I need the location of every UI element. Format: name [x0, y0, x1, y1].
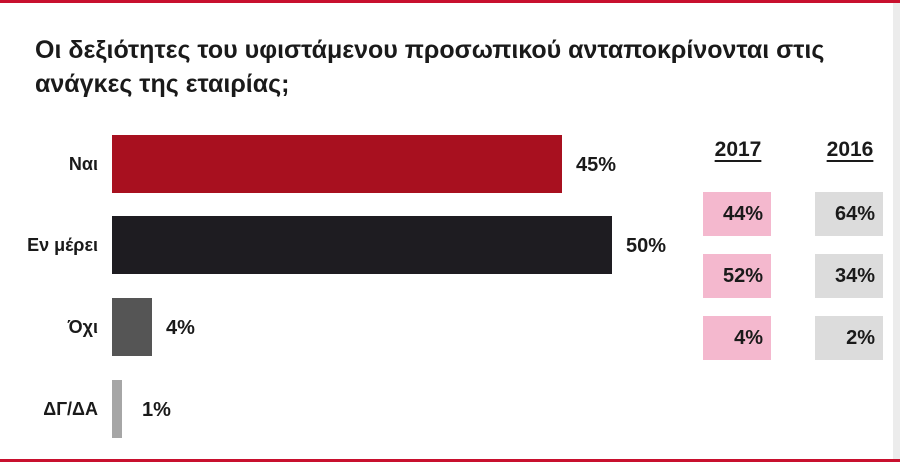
bar-2 — [112, 216, 612, 274]
year-header-2017: 2017 — [714, 138, 762, 161]
value-label-2: 50% — [626, 235, 666, 257]
category-label-4: ΔΓ/ΔΑ — [43, 399, 98, 419]
cell-2016-row-2: 34% — [815, 254, 883, 298]
category-label-2: Εν μέρει — [27, 235, 98, 255]
cell-2016-row-3: 2% — [815, 316, 883, 360]
value-label-3: 4% — [166, 317, 195, 339]
bar-3 — [112, 298, 152, 356]
year-header-2016: 2016 — [826, 138, 874, 161]
cell-2016-row-1: 64% — [815, 192, 883, 236]
right-edge-strip — [893, 3, 900, 459]
cell-2017-row-3: 4% — [703, 316, 771, 360]
bar-1 — [112, 135, 562, 193]
value-label-4: 1% — [142, 399, 171, 421]
category-label-1: Ναι — [69, 154, 98, 174]
chart-title: Οι δεξιότητες του υφιστάμενου προσωπικού… — [35, 36, 825, 98]
cell-2017-row-2: 52% — [703, 254, 771, 298]
cell-2017-row-1: 44% — [703, 192, 771, 236]
bottom-border — [0, 459, 900, 462]
bar-4 — [112, 380, 122, 438]
top-border — [0, 0, 900, 3]
category-label-3: Όχι — [67, 317, 98, 337]
value-label-1: 45% — [576, 154, 616, 176]
